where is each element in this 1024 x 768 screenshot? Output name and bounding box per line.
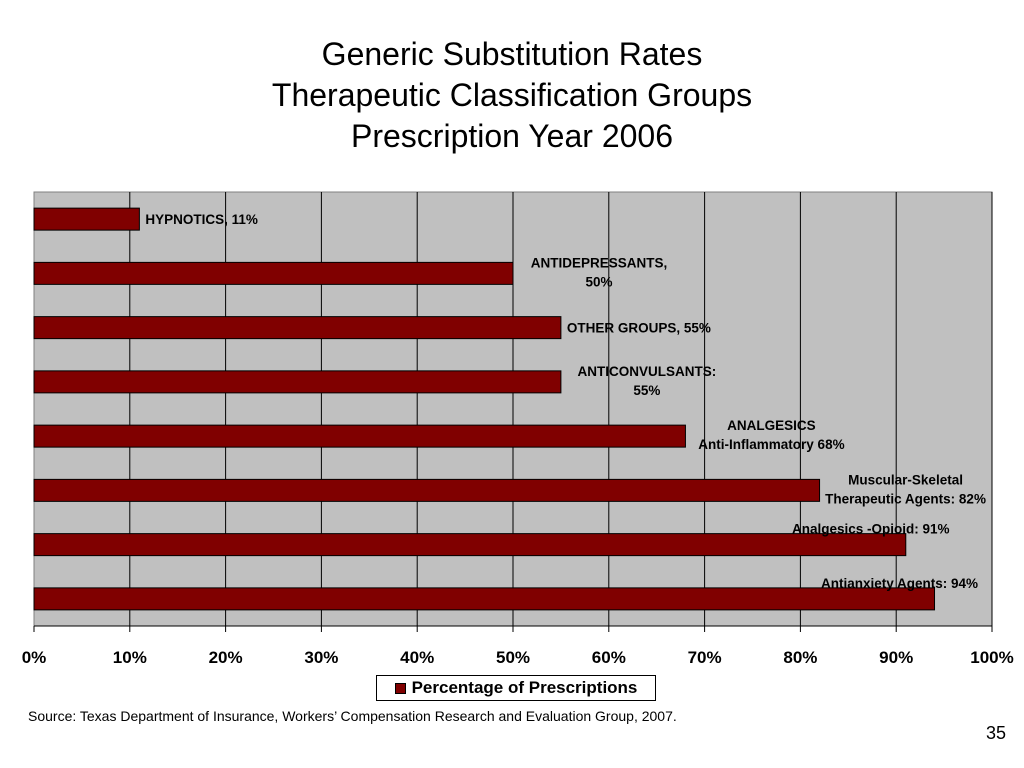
x-tick-label: 30% (304, 648, 338, 667)
bar (33, 424, 686, 448)
bar (33, 370, 562, 394)
x-tick-label: 90% (879, 648, 913, 667)
x-tick-label: 60% (592, 648, 626, 667)
legend-label: Percentage of Prescriptions (411, 678, 638, 697)
data-label: Therapeutic Agents: 82% (825, 491, 986, 506)
bar (33, 478, 821, 502)
title-line-3: Prescription Year 2006 (351, 118, 673, 154)
chart-title: Generic Substitution Rates Therapeutic C… (0, 34, 1024, 157)
title-line-1: Generic Substitution Rates (321, 36, 703, 72)
bar (33, 261, 514, 285)
data-label: Analgesics -Opioid: 91% (792, 522, 950, 537)
title-line-2: Therapeutic Classification Groups (271, 77, 753, 113)
data-label: 55% (633, 383, 660, 398)
x-tick-label: 80% (783, 648, 817, 667)
data-label: Muscular-Skeletal (848, 472, 963, 487)
x-tick-label: 100% (970, 648, 1013, 667)
bar (33, 316, 562, 340)
data-label: Anti-Inflammatory 68% (698, 437, 844, 452)
x-tick-label: 40% (400, 648, 434, 667)
x-tick-label: 10% (113, 648, 147, 667)
x-tick-label: 70% (688, 648, 722, 667)
source-note: Source: Texas Department of Insurance, W… (28, 708, 677, 724)
bar (33, 533, 907, 557)
bar (33, 207, 140, 231)
x-tick-label: 50% (496, 648, 530, 667)
data-label: 50% (585, 274, 612, 289)
data-label: ANALGESICS (727, 418, 816, 433)
x-tick-label: 20% (209, 648, 243, 667)
bar (33, 587, 936, 611)
legend: Percentage of Prescriptions (376, 675, 656, 701)
legend-swatch (394, 682, 406, 694)
data-label: HYPNOTICS, 11% (145, 212, 258, 227)
page-number: 35 (985, 723, 1006, 743)
data-label: Antianxiety Agents: 94% (821, 576, 978, 591)
data-label: ANTICONVULSANTS: (578, 364, 717, 379)
data-label: ANTIDEPRESSANTS, (531, 255, 668, 270)
x-tick-label: 0% (22, 648, 47, 667)
data-label: OTHER GROUPS, 55% (567, 321, 711, 336)
